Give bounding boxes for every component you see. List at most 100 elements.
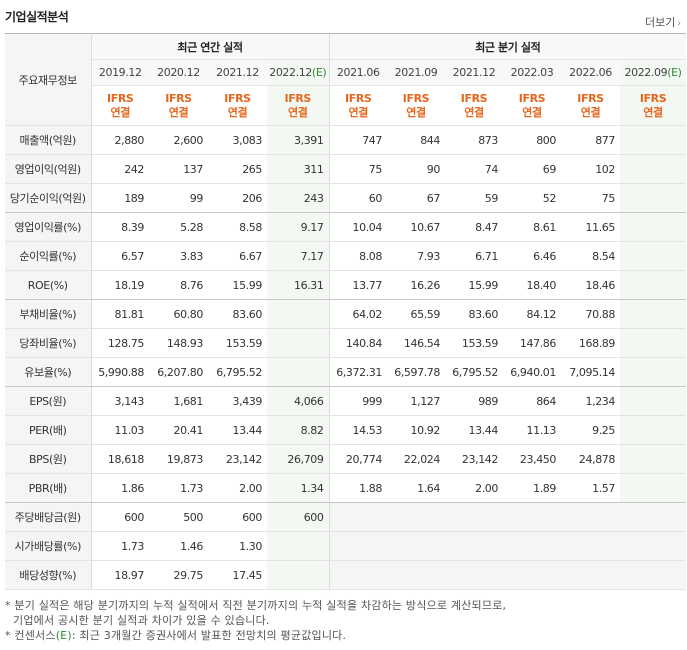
- row-label: ROE(%): [5, 270, 92, 300]
- table-cell: 242: [91, 154, 149, 184]
- table-cell: 7.93: [387, 241, 445, 271]
- table-cell: 1.34: [267, 473, 329, 503]
- table-cell: 75: [328, 154, 387, 184]
- row-label: PBR(배): [5, 473, 92, 503]
- row-label-header: 주요재무정보: [5, 33, 92, 126]
- table-cell: [620, 531, 687, 561]
- table-row: PER(배) 11.03 20.41 13.44 8.82 14.53 10.92 13.44…: [5, 415, 687, 445]
- table-cell: 65.59: [387, 299, 445, 329]
- table-cell: 7,095.14: [561, 357, 620, 387]
- period-header: 2022.12(E): [267, 59, 329, 86]
- table-cell: 3,391: [267, 125, 329, 155]
- row-label: PER(배): [5, 415, 92, 445]
- table-cell: 18.46: [561, 270, 620, 300]
- table-cell: 6,795.52: [208, 357, 267, 387]
- table-cell: 15.99: [445, 270, 503, 300]
- table-cell: 11.65: [561, 212, 620, 242]
- table-row: 영업이익률(%) 8.39 5.28 8.58 9.17 10.04 10.67 8.47 8.…: [5, 212, 687, 242]
- table-row: 유보율(%) 5,990.88 6,207.80 6,795.52 6,372.31 6,…: [5, 357, 687, 387]
- table-cell: 18.19: [91, 270, 149, 300]
- table-cell: 3.83: [149, 241, 208, 271]
- table-cell: [267, 328, 329, 358]
- table-cell: 146.54: [387, 328, 445, 358]
- table-cell: [620, 444, 687, 474]
- table-cell: 8.82: [267, 415, 329, 445]
- consolidated-label: 연결: [168, 105, 189, 119]
- table-cell: 8.54: [561, 241, 620, 271]
- table-cell: 18.40: [503, 270, 561, 300]
- annual-group-header: 최근 연간 실적: [90, 33, 329, 60]
- ifrs-label: IFRS: [284, 91, 312, 105]
- table-cell: 864: [503, 386, 561, 416]
- table-cell: 90: [387, 154, 445, 184]
- table-row: 당좌비율(%) 128.75 148.93 153.59 140.84 146.54 153…: [5, 328, 687, 358]
- table-row: 배당성향(%) 18.97 29.75 17.45: [5, 560, 687, 590]
- table-cell: 168.89: [561, 328, 620, 358]
- table-cell: [620, 241, 687, 271]
- table-cell: [620, 183, 687, 213]
- table-cell: 52: [503, 183, 561, 213]
- table-cell: 16.26: [387, 270, 445, 300]
- table-row: 시가배당률(%) 1.73 1.46 1.30: [5, 531, 687, 561]
- table-cell: 1.46: [149, 531, 208, 561]
- table-cell: 60: [328, 183, 387, 213]
- table-cell: 6.71: [445, 241, 503, 271]
- table-cell: 3,439: [208, 386, 267, 416]
- table-cell: [620, 299, 687, 329]
- table-row: 당기순이익(억원) 189 99 206 243 60 67 59 52 75: [5, 183, 687, 213]
- table-cell: 189: [91, 183, 149, 213]
- table-cell: 8.39: [91, 212, 149, 242]
- table-cell: 6,940.01: [503, 357, 561, 387]
- table-cell: [445, 531, 503, 561]
- row-label: 부채비율(%): [5, 299, 92, 329]
- table-cell: 75: [561, 183, 620, 213]
- table-cell: [620, 154, 687, 184]
- table-cell: 844: [387, 125, 445, 155]
- table-cell: 747: [328, 125, 387, 155]
- table-cell: 6.57: [91, 241, 149, 271]
- table-row: 주당배당금(원) 600 500 600 600: [5, 502, 687, 532]
- ifrs-label: IFRS: [224, 91, 251, 105]
- table-cell: 24,878: [561, 444, 620, 474]
- period-date: 2021.06: [336, 66, 380, 79]
- ifrs-badge: IFRS 연결: [208, 85, 267, 126]
- table-cell: 102: [561, 154, 620, 184]
- table-cell: [503, 560, 561, 590]
- table-cell: 9.25: [561, 415, 620, 445]
- table-cell: 147.86: [503, 328, 561, 358]
- period-date: 2022.12: [269, 66, 312, 79]
- table-cell: [561, 502, 620, 532]
- table-cell: 4,066: [267, 386, 329, 416]
- ifrs-badge: IFRS 연결: [620, 85, 687, 126]
- more-link[interactable]: 더보기 ›: [645, 14, 681, 30]
- table-cell: 23,142: [208, 444, 267, 474]
- row-label: 당좌비율(%): [5, 328, 92, 358]
- table-row: BPS(원) 18,618 19,873 23,142 26,709 20,774 22,0…: [5, 444, 687, 474]
- table-row: 영업이익(억원) 242 137 265 311 75 90 74 69 102: [5, 154, 687, 184]
- section-title: 기업실적분석: [5, 10, 69, 24]
- consolidated-label: 연결: [288, 105, 308, 119]
- table-cell: [445, 502, 503, 532]
- footnote-3-suffix: : 최근 3개월간 증권사에서 발표한 전망치의 평균값입니다.: [71, 629, 347, 642]
- table-row: PBR(배) 1.86 1.73 2.00 1.34 1.88 1.64 2.00 1.89 1.…: [5, 473, 687, 503]
- table-cell: 69: [503, 154, 561, 184]
- table-cell: 6.46: [503, 241, 561, 271]
- table-cell: 6,795.52: [445, 357, 503, 387]
- row-label: 영업이익(억원): [5, 154, 92, 184]
- table-cell: [328, 560, 387, 590]
- table-cell: 1.89: [503, 473, 561, 503]
- table-cell: 60.80: [149, 299, 208, 329]
- table-row: EPS(원) 3,143 1,681 3,439 4,066 999 1,127 989 864…: [5, 386, 687, 416]
- table-cell: [445, 560, 503, 590]
- table-cell: 1.64: [387, 473, 445, 503]
- table-cell: 311: [267, 154, 329, 184]
- consolidated-label: 연결: [522, 105, 542, 119]
- table-cell: 800: [503, 125, 561, 155]
- row-label: BPS(원): [5, 444, 92, 474]
- table-cell: 128.75: [91, 328, 149, 358]
- table-cell: 17.45: [208, 560, 267, 590]
- ifrs-label: IFRS: [107, 91, 134, 105]
- table-cell: 81.81: [91, 299, 149, 329]
- table-cell: 99: [149, 183, 208, 213]
- consolidated-label: 연결: [580, 105, 601, 119]
